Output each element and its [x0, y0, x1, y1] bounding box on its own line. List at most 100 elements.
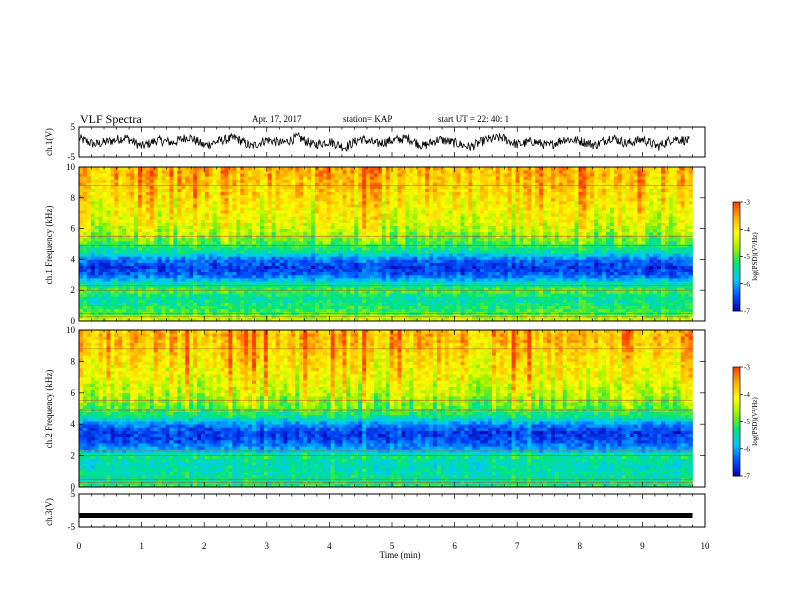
- psd-cell: [531, 268, 536, 273]
- psd-cell: [546, 237, 552, 242]
- psd-cell: [397, 274, 402, 279]
- psd-cell: [338, 293, 343, 297]
- psd-cell: [161, 222, 166, 226]
- psd-cell: [295, 231, 300, 236]
- psd-cell: [79, 274, 84, 279]
- psd-cell: [609, 308, 615, 313]
- psd-cell: [377, 280, 383, 285]
- psd-cell: [668, 240, 674, 245]
- psd-cell: [255, 290, 261, 294]
- psd-cell: [228, 290, 233, 294]
- psd-cell: [676, 271, 682, 276]
- psd-cell: [440, 277, 446, 282]
- psd-cell: [641, 225, 646, 229]
- psd-cell: [287, 302, 292, 306]
- psd-cell: [452, 225, 457, 229]
- psd-cell: [358, 277, 363, 282]
- psd-cell: [421, 274, 426, 279]
- psd-cell: [240, 290, 245, 294]
- psd-cell: [153, 253, 159, 257]
- psd-cell: [381, 287, 387, 291]
- psd-cell: [279, 256, 284, 260]
- psd-cell: [641, 250, 646, 254]
- psd-cell: [106, 256, 111, 260]
- psd-cell: [590, 247, 595, 251]
- psd-cell: [385, 225, 391, 229]
- psd-cell: [373, 299, 379, 303]
- psd-cell: [291, 277, 296, 282]
- psd-cell: [208, 302, 214, 306]
- psd-cell: [401, 305, 406, 310]
- psd-cell: [141, 247, 147, 251]
- psd-cell: [393, 240, 398, 245]
- psd-cell: [358, 262, 363, 266]
- psd-cell: [605, 250, 611, 254]
- psd-cell: [220, 262, 225, 266]
- psd-cell: [393, 265, 398, 270]
- psd-cell: [562, 247, 568, 251]
- psd-cell: [432, 259, 438, 263]
- psd-cell: [480, 277, 485, 282]
- psd-cell: [539, 302, 544, 306]
- psd-cell: [134, 228, 139, 233]
- psd-cell: [177, 256, 182, 260]
- psd-cell: [672, 308, 678, 313]
- psd-cell: [637, 308, 642, 313]
- psd-cell: [130, 305, 135, 310]
- psd-cell: [602, 305, 607, 310]
- psd-cell: [680, 308, 686, 313]
- psd-cell: [550, 250, 556, 254]
- psd-cell: [291, 308, 296, 313]
- psd-cell: [535, 302, 540, 306]
- psd-cell: [661, 231, 666, 236]
- psd-cell: [546, 290, 552, 294]
- psd-cell: [684, 271, 689, 276]
- psd-cell: [519, 296, 524, 300]
- psd-cell: [405, 250, 410, 254]
- psd-cell: [550, 253, 556, 257]
- psd-cell: [185, 302, 190, 306]
- psd-cell: [330, 290, 336, 294]
- psd-cell: [177, 290, 182, 294]
- psd-cell: [200, 317, 206, 322]
- psd-cell: [350, 253, 355, 257]
- psd-cell: [208, 262, 214, 266]
- psd-cell: [676, 256, 682, 260]
- psd-cell: [232, 305, 237, 310]
- psd-cell: [487, 277, 493, 282]
- psd-cell: [535, 277, 540, 282]
- psd-cell: [413, 296, 418, 300]
- psd-cell: [672, 256, 678, 260]
- psd-cell: [193, 280, 198, 285]
- psd-cell: [189, 228, 194, 233]
- psd-cell: [173, 299, 178, 303]
- psd-cell: [566, 296, 571, 300]
- psd-cell: [90, 293, 96, 297]
- psd-cell: [130, 222, 135, 226]
- psd-cell: [330, 287, 336, 291]
- psd-cell: [629, 268, 634, 273]
- psd-cell: [480, 240, 485, 245]
- psd-cell: [425, 287, 430, 291]
- psd-cell: [570, 228, 575, 233]
- psd-cell: [440, 265, 446, 270]
- psd-cell: [193, 287, 198, 291]
- psd-cell: [287, 240, 292, 245]
- psd-cell: [259, 287, 265, 291]
- psd-cell: [680, 280, 686, 285]
- psd-cell: [370, 237, 375, 242]
- psd-cell: [476, 302, 481, 306]
- psd-cell: [405, 274, 410, 279]
- psd-cell: [275, 296, 280, 300]
- psd-cell: [200, 222, 206, 226]
- psd-cell: [586, 259, 591, 263]
- psd-cell: [232, 265, 237, 270]
- psd-cell: [570, 231, 575, 236]
- psd-cell: [484, 287, 489, 291]
- psd-cell: [134, 222, 139, 226]
- ch1-waveform-panel: 5-5: [68, 122, 706, 162]
- psd-cell: [141, 259, 147, 263]
- psd-cell: [94, 305, 100, 310]
- psd-cell: [311, 280, 316, 285]
- psd-cell: [259, 231, 265, 236]
